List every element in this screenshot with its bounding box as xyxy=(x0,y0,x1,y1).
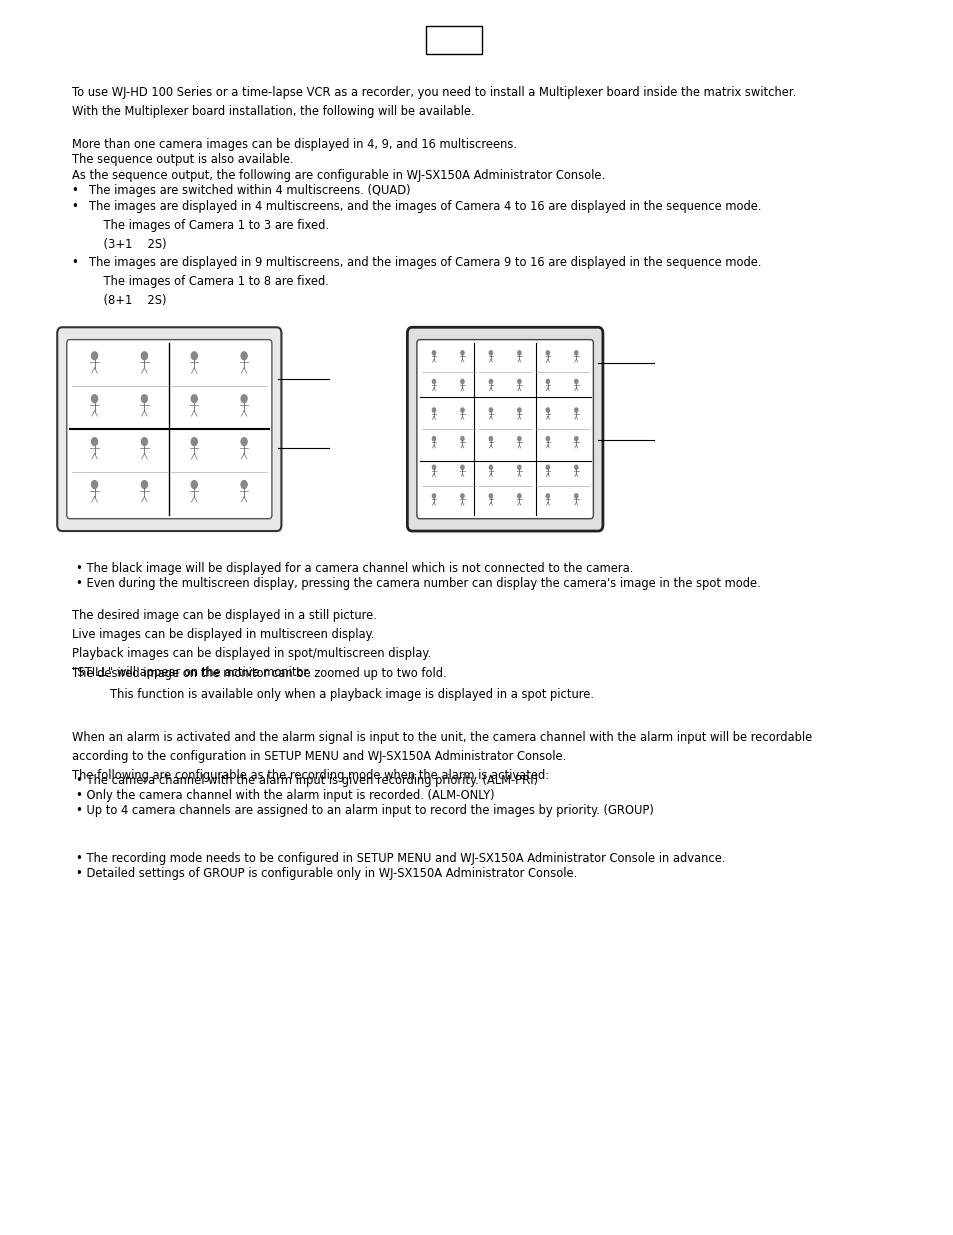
Circle shape xyxy=(141,480,148,488)
Circle shape xyxy=(489,466,492,469)
Circle shape xyxy=(574,437,578,441)
Text: The desired image can be displayed in a still picture.
Live images can be displa: The desired image can be displayed in a … xyxy=(71,609,430,679)
Text: •: • xyxy=(71,200,78,214)
Circle shape xyxy=(432,408,436,412)
Circle shape xyxy=(517,466,520,469)
Circle shape xyxy=(489,408,492,412)
Circle shape xyxy=(517,494,520,498)
Text: • The black image will be displayed for a camera channel which is not connected : • The black image will be displayed for … xyxy=(76,562,633,576)
Circle shape xyxy=(460,351,463,354)
Text: This function is available only when a playback image is displayed in a spot pic: This function is available only when a p… xyxy=(110,688,593,701)
Circle shape xyxy=(517,408,520,412)
Text: The sequence output is also available.: The sequence output is also available. xyxy=(71,153,293,167)
Circle shape xyxy=(191,352,197,359)
Text: •: • xyxy=(71,256,78,269)
Circle shape xyxy=(241,395,247,403)
Circle shape xyxy=(191,437,197,446)
Text: • The recording mode needs to be configured in SETUP MENU and WJ-SX150A Administ: • The recording mode needs to be configu… xyxy=(76,852,725,866)
Text: To use WJ-HD 100 Series or a time-lapse VCR as a recorder, you need to install a: To use WJ-HD 100 Series or a time-lapse … xyxy=(71,86,795,119)
Text: The images are displayed in 9 multiscreens, and the images of Camera 9 to 16 are: The images are displayed in 9 multiscree… xyxy=(89,256,760,306)
Bar xyxy=(426,26,481,54)
Text: The images are displayed in 4 multiscreens, and the images of Camera 4 to 16 are: The images are displayed in 4 multiscree… xyxy=(89,200,760,251)
Circle shape xyxy=(141,437,148,446)
Circle shape xyxy=(91,480,97,488)
Circle shape xyxy=(489,351,492,354)
Circle shape xyxy=(460,437,463,441)
Circle shape xyxy=(241,352,247,359)
FancyBboxPatch shape xyxy=(67,340,272,519)
Circle shape xyxy=(517,437,520,441)
Circle shape xyxy=(460,379,463,384)
Text: When an alarm is activated and the alarm signal is input to the unit, the camera: When an alarm is activated and the alarm… xyxy=(71,731,811,782)
Circle shape xyxy=(91,437,97,446)
Circle shape xyxy=(191,480,197,488)
FancyBboxPatch shape xyxy=(416,340,593,519)
Circle shape xyxy=(141,352,148,359)
Circle shape xyxy=(91,352,97,359)
Text: • The camera channel with the alarm input is given recording priority. (ALM-PRI): • The camera channel with the alarm inpu… xyxy=(76,774,537,788)
Circle shape xyxy=(546,351,549,354)
Circle shape xyxy=(546,408,549,412)
Circle shape xyxy=(546,437,549,441)
Circle shape xyxy=(574,379,578,384)
Text: • Only the camera channel with the alarm input is recorded. (ALM-ONLY): • Only the camera channel with the alarm… xyxy=(76,789,495,803)
Text: • Even during the multiscreen display, pressing the camera number can display th: • Even during the multiscreen display, p… xyxy=(76,577,760,590)
Circle shape xyxy=(460,466,463,469)
Circle shape xyxy=(574,351,578,354)
Circle shape xyxy=(517,379,520,384)
Circle shape xyxy=(432,351,436,354)
Circle shape xyxy=(432,379,436,384)
Circle shape xyxy=(546,466,549,469)
Circle shape xyxy=(546,494,549,498)
Circle shape xyxy=(546,379,549,384)
Text: •: • xyxy=(71,184,78,198)
Circle shape xyxy=(574,408,578,412)
Text: • Detailed settings of GROUP is configurable only in WJ-SX150A Administrator Con: • Detailed settings of GROUP is configur… xyxy=(76,867,577,881)
Circle shape xyxy=(432,466,436,469)
Text: The images are switched within 4 multiscreens. (QUAD): The images are switched within 4 multisc… xyxy=(89,184,410,198)
Circle shape xyxy=(489,437,492,441)
Circle shape xyxy=(517,351,520,354)
Circle shape xyxy=(432,437,436,441)
Circle shape xyxy=(489,494,492,498)
FancyBboxPatch shape xyxy=(407,327,602,531)
Circle shape xyxy=(574,466,578,469)
Text: The desired image on the monitor can be zoomed up to two fold.: The desired image on the monitor can be … xyxy=(71,667,446,680)
Circle shape xyxy=(141,395,148,403)
Circle shape xyxy=(191,395,197,403)
Text: • Up to 4 camera channels are assigned to an alarm input to record the images by: • Up to 4 camera channels are assigned t… xyxy=(76,804,654,818)
Circle shape xyxy=(241,437,247,446)
Text: As the sequence output, the following are configurable in WJ-SX150A Administrato: As the sequence output, the following ar… xyxy=(71,169,604,183)
Circle shape xyxy=(91,395,97,403)
Circle shape xyxy=(460,408,463,412)
Circle shape xyxy=(489,379,492,384)
Circle shape xyxy=(241,480,247,488)
Circle shape xyxy=(460,494,463,498)
FancyBboxPatch shape xyxy=(57,327,281,531)
Text: More than one camera images can be displayed in 4, 9, and 16 multiscreens.: More than one camera images can be displ… xyxy=(71,138,516,152)
Circle shape xyxy=(574,494,578,498)
Circle shape xyxy=(432,494,436,498)
